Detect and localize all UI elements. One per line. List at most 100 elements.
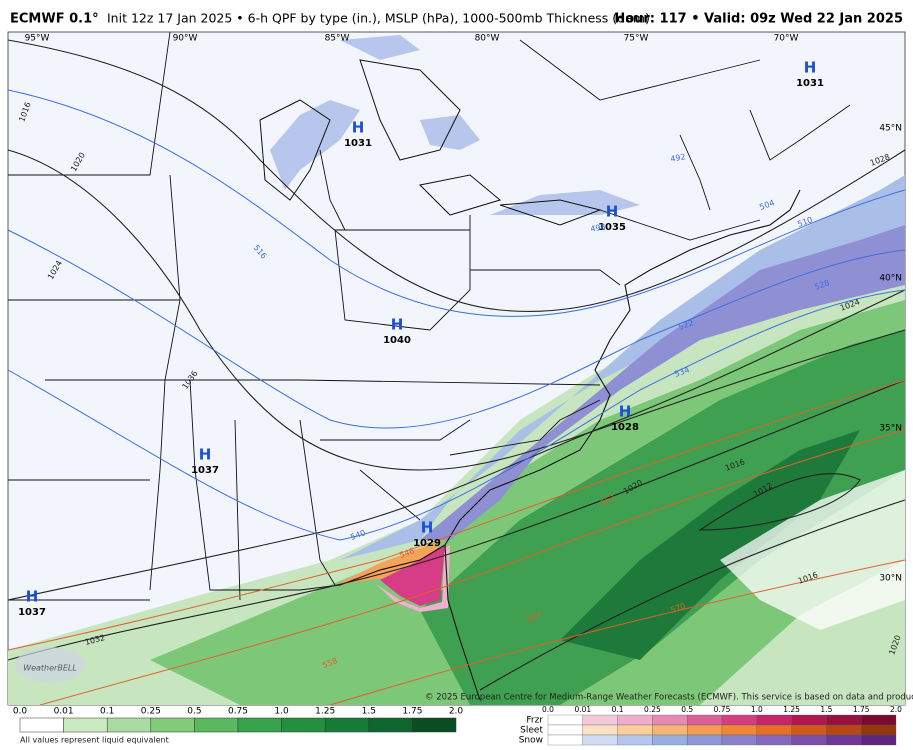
legend-tick: 1.0 — [751, 705, 763, 714]
lake-snow — [490, 190, 640, 215]
high-symbol: H — [352, 119, 365, 137]
legend-swatch — [582, 734, 618, 746]
lake-snow — [270, 100, 360, 190]
legend-tick: 0.75 — [228, 707, 248, 717]
legend-row-label: Frzr — [526, 716, 543, 726]
legend-tick: 1.5 — [820, 705, 832, 714]
legend-swatch — [582, 714, 618, 726]
thickness-line — [7, 289, 906, 541]
legend-swatch — [756, 714, 792, 726]
high-value: 1031 — [796, 78, 824, 89]
longitude-label: 95°W — [25, 34, 50, 44]
legend-swatch — [547, 714, 583, 726]
legend-tick: 0.1 — [612, 705, 624, 714]
isobar — [7, 289, 906, 601]
longitude-label: 70°W — [774, 34, 799, 44]
legend-swatch — [652, 734, 688, 746]
isobar — [7, 149, 906, 471]
coastline — [299, 189, 801, 701]
legend-tick: 1.75 — [853, 705, 870, 714]
thickness — [7, 89, 906, 706]
snow-moderate — [420, 225, 905, 540]
high-value: 1037 — [191, 465, 219, 476]
legend-swatch — [368, 717, 413, 733]
legend-swatch — [324, 717, 370, 733]
latitude-label: 45°N — [879, 124, 902, 134]
longitude-label: 75°W — [624, 34, 649, 44]
legend-tick: 0.0 — [13, 707, 28, 717]
legend-tick: 0.1 — [100, 707, 114, 717]
copyright: © 2025 European Centre for Medium-Range … — [425, 693, 913, 703]
longitude-label: 85°W — [325, 34, 350, 44]
legend-tick: 1.0 — [274, 707, 289, 717]
legend-swatch — [281, 717, 326, 733]
legend-swatch — [652, 724, 688, 736]
thickness-line — [39, 429, 906, 706]
freezing-rain-light — [376, 545, 450, 612]
isobar — [7, 379, 906, 661]
legend-row-label: Sleet — [520, 726, 543, 736]
legend-note: All values represent liquid equivalent — [20, 736, 169, 745]
legend-tick: 0.75 — [714, 705, 731, 714]
legend-swatch — [19, 717, 64, 733]
great-lakes — [259, 59, 602, 226]
isobar — [7, 39, 906, 313]
latitude-label: 35°N — [879, 424, 902, 434]
logo-badge — [15, 647, 85, 683]
legend-swatch — [721, 724, 757, 736]
high-value: 1040 — [383, 335, 411, 346]
legend-tick: 0.01 — [54, 707, 74, 717]
high-value: 1029 — [413, 538, 441, 549]
legend-tick: 0.5 — [187, 707, 201, 717]
legend-tick: 0.5 — [681, 705, 693, 714]
legend-tick: 1.5 — [362, 707, 376, 717]
latitude-label: 30°N — [879, 574, 902, 584]
legend-swatch — [826, 724, 862, 736]
legend-swatch — [861, 714, 897, 726]
precip-moderate — [150, 300, 905, 705]
legend-swatch — [150, 717, 195, 733]
state-borders — [8, 31, 851, 601]
map-subtitle: Init 12z 17 Jan 2025 • 6-h QPF by type (… — [107, 11, 650, 26]
legend-swatch — [237, 717, 282, 733]
legend-swatch — [63, 717, 108, 733]
legend-swatch — [687, 714, 723, 726]
precip-very-heavy — [560, 430, 860, 660]
legend-swatch — [721, 714, 757, 726]
legend-tick: 1.25 — [315, 707, 335, 717]
legend-swatch — [861, 724, 897, 736]
isobars — [7, 39, 906, 691]
precip-heavy — [420, 330, 905, 705]
thickness-label: 498 — [590, 222, 607, 234]
legend-tick: 1.75 — [402, 707, 422, 717]
legend-swatch — [547, 734, 583, 746]
legend-swatch — [582, 724, 618, 736]
lake-snow — [340, 35, 420, 60]
latitude-label: 40°N — [879, 274, 902, 284]
legend-tick: 1.25 — [783, 705, 800, 714]
legend-tick: 0.25 — [644, 705, 661, 714]
legend-tick: 0.01 — [574, 705, 591, 714]
high-symbol: H — [26, 588, 39, 606]
isobar — [479, 499, 906, 691]
lake-snow — [420, 115, 480, 150]
legend-tick: 2.0 — [890, 705, 902, 714]
legend-swatch — [756, 734, 792, 746]
legend-tick: 0.25 — [141, 707, 161, 717]
high-value: 1028 — [611, 422, 639, 433]
legend-swatch — [617, 724, 653, 736]
high-symbol: H — [199, 446, 212, 464]
high-value: 1031 — [344, 138, 372, 149]
legend-swatch — [547, 724, 583, 736]
legend-swatch — [687, 734, 723, 746]
thickness-line — [7, 89, 906, 317]
legend-swatch — [826, 734, 862, 746]
high-symbol: H — [619, 403, 632, 421]
sleet-area — [335, 540, 445, 585]
high-value: 1037 — [18, 607, 46, 618]
legend-swatch — [861, 734, 897, 746]
legend-swatch — [721, 734, 757, 746]
legend-swatch — [826, 714, 862, 726]
legend-swatch — [791, 714, 827, 726]
